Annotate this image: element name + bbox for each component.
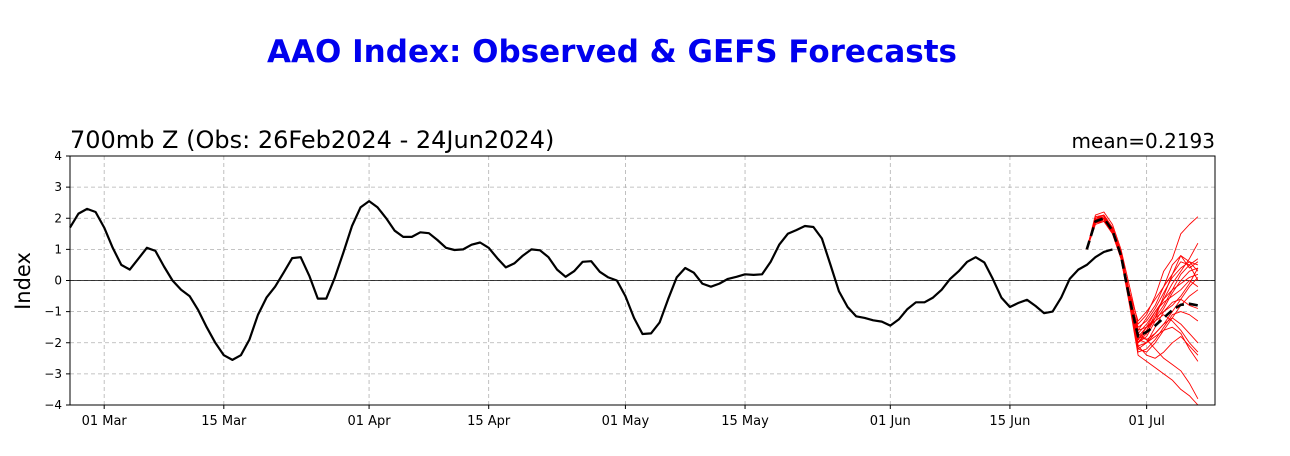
- x-tick-label: 01 Jul: [1128, 414, 1164, 429]
- y-axis-label: Index: [11, 252, 35, 310]
- chart-title-right: mean=0.2193: [1072, 129, 1215, 153]
- y-tick-label: 1: [54, 242, 62, 256]
- y-tick-label: −2: [44, 336, 62, 350]
- x-tick-label: 15 Jun: [989, 414, 1030, 429]
- y-tick-label: −1: [44, 305, 62, 319]
- ensemble-member-line: [1086, 217, 1199, 350]
- suptitle: AAO Index: Observed & GEFS Forecasts: [267, 34, 957, 70]
- ensemble-members: [1086, 211, 1199, 406]
- y-tick-label: 3: [54, 180, 62, 194]
- y-tick-label: −4: [44, 398, 62, 412]
- x-tick-label: 01 Apr: [347, 414, 391, 429]
- ensemble-member-line: [1086, 214, 1199, 400]
- observed-series: [69, 200, 1113, 361]
- y-tick-label: −3: [44, 367, 62, 381]
- y-axis-ticks: −4 −3 −2 −1 0 1 2 3 4: [44, 149, 70, 412]
- x-tick-label: 01 Mar: [82, 414, 128, 429]
- ensemble-mean-series: [1085, 217, 1199, 338]
- observed-line: [69, 200, 1113, 361]
- x-axis-ticks: 01 Mar 15 Mar 01 Apr 15 Apr 01 May 15 May 01 J…: [82, 405, 1165, 429]
- ensemble-member-line: [1086, 211, 1199, 325]
- y-tick-label: 2: [54, 211, 62, 225]
- x-tick-label: 01 May: [602, 414, 650, 429]
- ensemble-member-line: [1086, 214, 1199, 322]
- ensemble-member-line: [1086, 214, 1199, 331]
- x-tick-label: 15 May: [721, 414, 769, 429]
- chart-title-left: 700mb Z (Obs: 26Feb2024 - 24Jun2024): [70, 126, 554, 154]
- ensemble-mean-line: [1085, 217, 1199, 338]
- x-tick-label: 15 Mar: [201, 414, 247, 429]
- ensemble-member-line: [1086, 216, 1199, 341]
- ensemble-member-line: [1086, 216, 1199, 353]
- y-tick-label: 4: [54, 149, 62, 163]
- ensemble-member-line: [1086, 217, 1199, 341]
- y-tick-label: 0: [54, 274, 62, 288]
- ensemble-member-line: [1086, 220, 1199, 406]
- x-tick-label: 01 Jun: [870, 414, 911, 429]
- x-tick-label: 15 Apr: [467, 414, 511, 429]
